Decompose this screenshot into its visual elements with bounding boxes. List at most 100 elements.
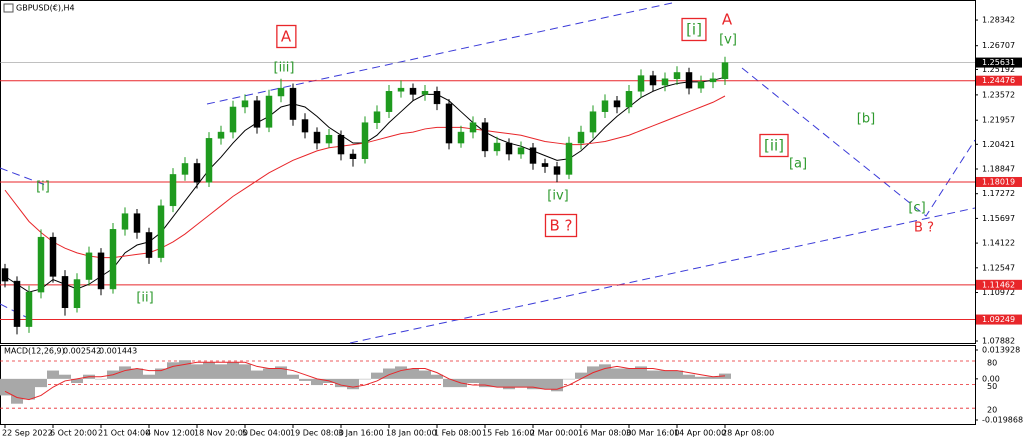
candle-body bbox=[469, 122, 477, 133]
wave-label: [iii] bbox=[274, 61, 295, 76]
level-label: 1.18019 bbox=[982, 177, 1015, 186]
candle-body bbox=[505, 142, 513, 155]
macd-bar bbox=[611, 368, 623, 379]
candle-body bbox=[673, 72, 681, 79]
candle-body bbox=[289, 87, 297, 120]
macd-bar bbox=[275, 366, 287, 379]
level-label-bg bbox=[976, 176, 1022, 187]
macd-bar bbox=[155, 368, 167, 379]
macd-bar bbox=[59, 374, 71, 379]
candle-body bbox=[421, 91, 429, 95]
x-tick-label: 14 Apr 00:00 bbox=[674, 429, 726, 438]
y-tick-label: 1.14122 bbox=[982, 239, 1015, 248]
macd-bar bbox=[359, 378, 371, 380]
candle-body bbox=[721, 62, 729, 79]
projection bbox=[741, 67, 976, 217]
candle-body bbox=[493, 142, 501, 152]
candle-body bbox=[169, 174, 177, 207]
wave-label: B ? bbox=[549, 217, 572, 235]
macd-bar bbox=[335, 378, 347, 388]
y-tick-label: 1.20421 bbox=[982, 140, 1015, 149]
candle-body bbox=[325, 134, 333, 144]
x-tick-label: 28 Apr 08:00 bbox=[722, 429, 774, 438]
candle-body bbox=[277, 87, 285, 97]
candle-body bbox=[301, 119, 309, 133]
current-price-label: 1.25631 bbox=[982, 58, 1015, 67]
macd-bar bbox=[71, 378, 83, 383]
macd-bar bbox=[539, 378, 551, 390]
candle-body bbox=[385, 91, 393, 112]
x-tick-label: 18 Nov 20:00 bbox=[194, 429, 248, 438]
level-label-bg bbox=[976, 314, 1022, 325]
y-tick-label: 1.17272 bbox=[982, 189, 1015, 198]
channel-upper bbox=[206, 2, 673, 105]
level-label-bg bbox=[976, 279, 1022, 290]
macd-bar bbox=[167, 362, 179, 379]
macd-bar bbox=[47, 370, 59, 379]
candle-body bbox=[337, 134, 345, 155]
candle-body bbox=[577, 131, 585, 144]
candle-body bbox=[349, 153, 357, 159]
y-tick-label: 1.10972 bbox=[982, 288, 1015, 297]
wave-label: A bbox=[722, 11, 733, 29]
x-tick-label: 6 Oct 20:00 bbox=[50, 429, 97, 438]
wave-label: [i] bbox=[36, 180, 50, 195]
macd-bar bbox=[503, 378, 515, 390]
macd-bar bbox=[0, 378, 11, 396]
wave-label: A bbox=[281, 28, 292, 46]
macd-title: MACD(12,26,9) bbox=[4, 347, 65, 356]
candle-body bbox=[241, 100, 249, 108]
candle-body bbox=[661, 78, 669, 86]
current-price-bg bbox=[976, 57, 1022, 68]
candle-body bbox=[1, 268, 9, 282]
macd-bar bbox=[239, 364, 251, 379]
x-tick-label: 21 Oct 04:00 bbox=[98, 429, 150, 438]
level-label: 1.24476 bbox=[982, 76, 1015, 85]
macd-bar bbox=[347, 378, 359, 390]
level-label-bg bbox=[976, 75, 1022, 86]
candle-body bbox=[229, 106, 237, 133]
candle-body bbox=[265, 95, 273, 128]
macd-bar bbox=[23, 378, 35, 400]
candle-body bbox=[373, 111, 381, 123]
x-tick-label: 15 Feb 16:00 bbox=[482, 429, 534, 438]
macd-bar bbox=[683, 374, 695, 379]
macd-bar bbox=[575, 372, 587, 379]
candle-body bbox=[85, 252, 93, 280]
y-tick-label: 1.28342 bbox=[982, 16, 1015, 25]
macd-bar bbox=[467, 378, 479, 383]
x-tick-label: 18 Jan 00:00 bbox=[386, 429, 437, 438]
candle-body bbox=[709, 78, 717, 83]
y-tick-label: 1.23572 bbox=[982, 90, 1015, 99]
macd-bar bbox=[11, 378, 23, 404]
wave-label: [ii] bbox=[764, 137, 784, 155]
wave-label: B ? bbox=[914, 221, 934, 236]
wave-label-box bbox=[759, 133, 789, 158]
macd-bar bbox=[407, 368, 419, 379]
level-label: 1.11462 bbox=[982, 280, 1015, 289]
y-tick-label: 1.07882 bbox=[982, 336, 1015, 345]
macd-bar bbox=[35, 378, 47, 388]
y2-tick-label: 20 bbox=[987, 406, 997, 415]
wave-label-box bbox=[681, 17, 707, 42]
signal-value: 0.001443 bbox=[99, 347, 137, 356]
wave-label: [i] bbox=[686, 21, 702, 39]
candle-body bbox=[313, 131, 321, 144]
candle-body bbox=[529, 147, 537, 164]
x-tick-label: 16 Mar 08:00 bbox=[578, 429, 631, 438]
macd-bar bbox=[695, 376, 707, 379]
x-tick-label: 5 Dec 04:00 bbox=[242, 429, 291, 438]
candle-body bbox=[25, 291, 33, 327]
candle-body bbox=[685, 72, 693, 89]
y-tick-label: 1.21957 bbox=[982, 116, 1015, 125]
candle-body bbox=[133, 213, 141, 233]
macd-y-tick-label: -0.019868 bbox=[982, 416, 1023, 425]
wave-label: [iv] bbox=[547, 189, 568, 204]
macd-bar bbox=[371, 372, 383, 379]
candle-body bbox=[397, 87, 405, 92]
candle-body bbox=[61, 276, 69, 309]
wave-label: [a] bbox=[789, 157, 807, 172]
macd-bar bbox=[191, 364, 203, 379]
x-tick-label: 30 Mar 16:00 bbox=[626, 429, 679, 438]
